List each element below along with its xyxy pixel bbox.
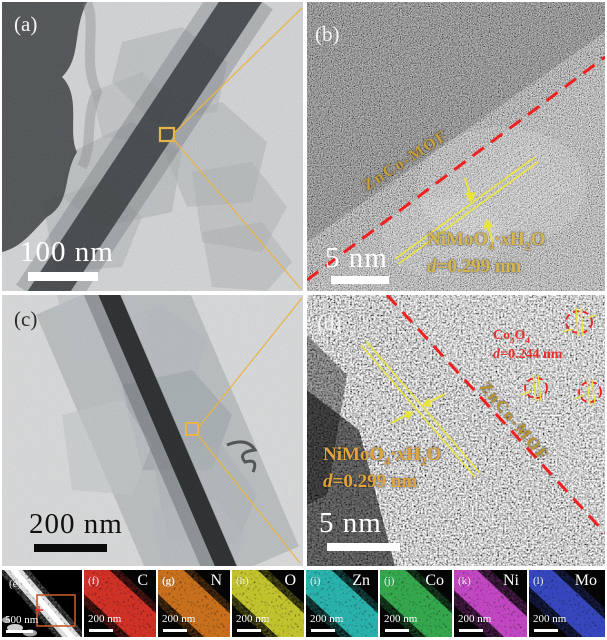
panel-d-hrtem-image: (d) Co3O4 d=0.244 nm ZnCo-MOF NiMoO4·xH2…: [307, 295, 605, 566]
eds-map-image: [529, 570, 605, 637]
panel-l-label: (l): [533, 575, 544, 587]
d-spacing-marker: [360, 340, 481, 478]
panel-f-label: (f): [88, 575, 99, 587]
co3o4-particle-circles: [524, 310, 602, 403]
roi-connector-line: [197, 434, 301, 564]
element-symbol: Ni: [503, 572, 519, 589]
roi-connector-line: [173, 7, 303, 134]
scale-bar: [534, 629, 558, 632]
panel-h-eds-map-O: (h) O 200 nm: [232, 570, 304, 637]
panel-c-scale-bar: [34, 544, 107, 552]
panel-l-eds-map-Mo: (l) Mo 200 nm: [529, 570, 605, 637]
scale-text: 200 nm: [162, 613, 196, 625]
panel-d-scale-bar: [327, 543, 400, 551]
d-spacing-value: d=0.299 nm: [427, 255, 522, 277]
element-symbol: N: [210, 572, 222, 589]
scale-text: 200 nm: [236, 613, 270, 625]
scale-text: 200 nm: [533, 613, 567, 625]
scale-text: 200 nm: [310, 613, 344, 625]
co3o4-annotation: Co3O4 d=0.244 nm: [493, 327, 562, 364]
scale-bar: [89, 629, 113, 632]
eds-map-image: [380, 570, 452, 637]
roi-box: [185, 422, 199, 436]
scale-text: 200 nm: [384, 613, 418, 625]
phase-formula: NiMoO4·xH2O: [323, 444, 442, 468]
roi-connector-line: [173, 139, 302, 290]
scale-bar: [459, 629, 483, 632]
interface-dashed-line: [307, 55, 605, 282]
panel-b-label: (b): [315, 22, 340, 46]
panel-b-scale-bar: [331, 276, 389, 284]
element-symbol: Mo: [574, 572, 597, 589]
eds-map-image: [158, 570, 230, 637]
roi-connector-line: [197, 297, 303, 429]
panel-d-label: (d): [317, 311, 342, 335]
eds-map-image: [232, 570, 304, 637]
panel-a-scale-text: 100 nm: [20, 236, 114, 268]
panel-e-scale-text: 500 nm: [5, 614, 39, 626]
co3o4-lattice-ticks: [520, 307, 597, 405]
eds-map-image: [84, 570, 156, 637]
panel-b-scale-text: 5 nm: [325, 242, 388, 274]
arrow-head: [483, 218, 493, 229]
panel-e-label: (e): [9, 578, 22, 590]
scale-bar: [237, 629, 261, 632]
scale-bar: [385, 629, 409, 632]
interface-dashed-line: [385, 295, 605, 535]
panel-b-hrtem-image: (b) ZnCo-MOF NiMoO4·xH2O d=0.299 nm 5 nm: [307, 2, 605, 291]
element-symbol: O: [284, 572, 296, 589]
element-symbol: Co: [425, 572, 444, 589]
scale-bar: [163, 629, 187, 632]
panel-d-micrograph: [307, 295, 605, 566]
panel-i-label: (i): [310, 575, 321, 587]
eds-map-image: [454, 570, 527, 637]
arrow-head: [465, 192, 476, 204]
scale-bar: [311, 629, 335, 632]
lattice-fringes: [413, 138, 571, 276]
panel-i-eds-map-Zn: (i) Zn 200 nm: [306, 570, 378, 637]
panel-d-scale-text: 5 nm: [319, 507, 382, 539]
phase-annotation: NiMoO4·xH2O d=0.299 nm: [323, 443, 441, 493]
element-symbol: Zn: [352, 572, 370, 589]
scale-text: 200 nm: [458, 613, 492, 625]
panel-c-tem-image: (c) 200 nm: [2, 295, 303, 566]
panel-g-label: (g): [162, 575, 175, 587]
panel-j-label: (j): [384, 575, 395, 587]
panel-k-eds-map-Ni: (k) Ni 200 nm: [454, 570, 527, 637]
d-spacing-value: d=0.299 nm: [323, 470, 418, 492]
panel-a-micrograph: [2, 2, 303, 291]
panel-h-label: (h): [236, 575, 249, 587]
panel-c-micrograph: [2, 295, 303, 566]
eds-map-image: [306, 570, 378, 637]
co3o4-formula: Co3O4: [493, 328, 530, 345]
panel-a-tem-image: (a) 100 nm: [2, 2, 303, 291]
panel-c-label: (c): [14, 307, 38, 331]
roi-box: [158, 126, 176, 143]
panel-a-label: (a): [14, 12, 38, 36]
panel-g-eds-map-N: (g) N 200 nm: [158, 570, 230, 637]
panel-e-micrograph: [2, 570, 82, 637]
arrow-head: [404, 411, 414, 420]
panel-c-scale-text: 200 nm: [29, 508, 123, 540]
scale-text: 200 nm: [88, 613, 122, 625]
panel-e-scale-bar: [6, 630, 33, 633]
panel-b-micrograph: [307, 2, 605, 291]
arrow-head: [422, 398, 432, 407]
panel-e-stem-image: (e) 500 nm: [2, 570, 82, 637]
panel-a-scale-bar: [28, 272, 98, 281]
beam-position-cross: [35, 606, 43, 614]
panel-k-label: (k): [458, 575, 471, 587]
panel-f-eds-map-C: (f) C 200 nm: [84, 570, 156, 637]
element-symbol: C: [137, 572, 148, 589]
panel-j-eds-map-Co: (j) Co 200 nm: [380, 570, 452, 637]
phase-annotation: NiMoO4·xH2O d=0.299 nm: [427, 228, 545, 278]
phase-formula: NiMoO4·xH2O: [427, 229, 546, 253]
co3o4-d-spacing-value: d=0.244 nm: [493, 347, 563, 363]
